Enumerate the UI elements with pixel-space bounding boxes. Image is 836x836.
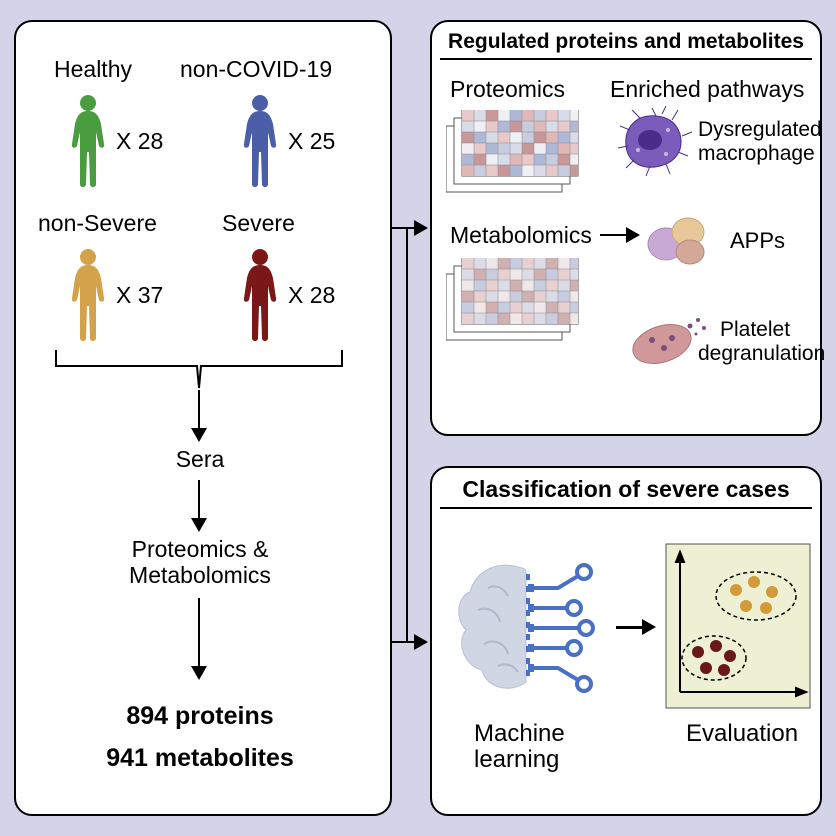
title-regulated: Regulated proteins and metabolites bbox=[432, 22, 820, 58]
count-severe: X 28 bbox=[288, 282, 335, 309]
label-metabolites: 941 metabolites bbox=[96, 744, 304, 773]
label-proteomics: Proteomics bbox=[450, 76, 565, 103]
label-ml-l2: learning bbox=[474, 746, 559, 774]
label-proteins: 894 proteins bbox=[106, 702, 294, 731]
heatmap-proteomics bbox=[446, 110, 584, 202]
arrowhead-ml-eval bbox=[642, 619, 656, 635]
arrow-to-sera bbox=[198, 390, 200, 430]
label-nonsevere: non-Severe bbox=[38, 210, 157, 237]
arrowhead-sera bbox=[191, 428, 207, 442]
heatmap-metabolomics bbox=[446, 258, 584, 350]
arrowhead-metab bbox=[626, 227, 640, 243]
branch-top-head bbox=[414, 220, 428, 236]
figure-severe bbox=[240, 248, 280, 342]
label-macrophage-l2: macrophage bbox=[698, 142, 815, 166]
divider-bottom bbox=[440, 507, 812, 509]
branch-bot-head bbox=[414, 634, 428, 650]
macrophage-icon bbox=[616, 106, 696, 178]
top-right-panel: Regulated proteins and metabolites Prote… bbox=[430, 20, 822, 436]
arrow-to-omics bbox=[198, 480, 200, 520]
arrow-metab bbox=[600, 234, 628, 236]
label-omics-l2: Metabolomics bbox=[116, 562, 284, 589]
left-panel: Healthy non-COVID-19 non-Severe Severe X… bbox=[14, 20, 392, 816]
label-enriched: Enriched pathways bbox=[610, 76, 804, 103]
apps-icon bbox=[644, 210, 712, 268]
label-metabolomics: Metabolomics bbox=[450, 222, 592, 249]
divider-top bbox=[440, 58, 812, 60]
evaluation-plot bbox=[664, 542, 812, 710]
label-platelet-l2: degranulation bbox=[698, 342, 825, 366]
label-apps: APPs bbox=[730, 228, 785, 254]
figure-healthy bbox=[68, 94, 108, 188]
brain-circuit-icon bbox=[448, 548, 608, 708]
arrowhead-results bbox=[191, 666, 207, 680]
label-platelet-l1: Platelet bbox=[720, 318, 790, 342]
diagram-canvas: Healthy non-COVID-19 non-Severe Severe X… bbox=[0, 0, 836, 836]
arrow-to-results bbox=[198, 598, 200, 668]
figure-nonsevere bbox=[68, 248, 108, 342]
label-ml-l1: Machine bbox=[474, 720, 565, 748]
arrowhead-omics bbox=[191, 518, 207, 532]
label-omics-l1: Proteomics & bbox=[116, 536, 284, 563]
label-healthy: Healthy bbox=[54, 56, 132, 83]
count-noncovid: X 25 bbox=[288, 128, 335, 155]
branch-vert bbox=[406, 228, 408, 642]
bottom-right-panel: Classification of severe cases bbox=[430, 466, 822, 816]
label-macrophage-l1: Dysregulated bbox=[698, 118, 822, 142]
count-healthy: X 28 bbox=[116, 128, 163, 155]
label-severe: Severe bbox=[222, 210, 295, 237]
label-eval: Evaluation bbox=[686, 720, 798, 748]
label-sera: Sera bbox=[172, 446, 228, 473]
count-nonsevere: X 37 bbox=[116, 282, 163, 309]
arrow-ml-eval bbox=[616, 626, 644, 629]
figure-noncovid bbox=[240, 94, 280, 188]
title-classification: Classification of severe cases bbox=[432, 468, 820, 507]
label-noncovid: non-COVID-19 bbox=[180, 56, 332, 83]
